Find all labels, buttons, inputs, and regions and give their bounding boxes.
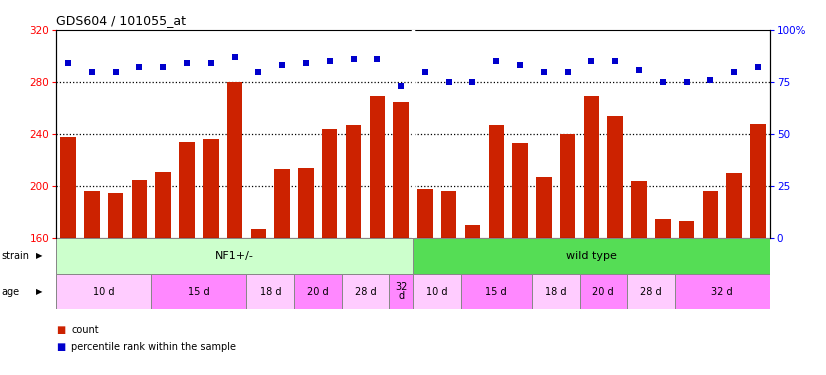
Point [85, 69, 98, 75]
Point [633, 66, 646, 72]
Point [133, 64, 146, 70]
Bar [322, 129, 338, 238]
Point [347, 56, 360, 62]
Point [585, 58, 598, 64]
Text: 10 d: 10 d [93, 286, 115, 297]
Text: 10 d: 10 d [426, 286, 448, 297]
Bar [246, 274, 294, 309]
Bar [274, 169, 290, 238]
Point [752, 64, 765, 70]
Point [323, 58, 336, 64]
Point [371, 56, 384, 62]
Bar [679, 221, 695, 238]
Bar [294, 274, 342, 309]
Point [418, 69, 431, 75]
Bar [560, 134, 576, 238]
Text: 18 d: 18 d [545, 286, 567, 297]
Bar [227, 82, 242, 238]
Point [109, 69, 122, 75]
Point [204, 60, 217, 66]
Text: 28 d: 28 d [640, 286, 662, 297]
Text: 32
d: 32 d [395, 282, 407, 301]
Point [228, 54, 241, 60]
Bar [151, 274, 246, 309]
Bar [655, 219, 671, 238]
Bar [389, 274, 413, 309]
Text: wild type: wild type [566, 251, 617, 261]
Point [704, 77, 717, 83]
Point [466, 79, 479, 85]
Bar [627, 274, 675, 309]
Text: count: count [71, 325, 98, 335]
Bar [465, 225, 480, 238]
Bar [56, 274, 151, 309]
Point [514, 62, 527, 68]
Point [61, 60, 74, 66]
Bar [703, 191, 718, 238]
Text: 15 d: 15 d [486, 286, 507, 297]
Point [656, 79, 669, 85]
Bar [155, 172, 171, 238]
Point [728, 69, 741, 75]
Point [680, 79, 693, 85]
Point [299, 60, 312, 66]
Bar [488, 125, 504, 238]
Point [395, 83, 408, 89]
Point [561, 69, 574, 75]
Bar [369, 96, 385, 238]
Bar [131, 180, 147, 238]
Point [157, 64, 170, 70]
Text: 28 d: 28 d [354, 286, 376, 297]
Point [609, 58, 622, 64]
Point [252, 69, 265, 75]
Text: ■: ■ [56, 342, 65, 352]
Bar [84, 191, 100, 238]
Text: ■: ■ [56, 325, 65, 335]
Bar [342, 274, 389, 309]
Text: 15 d: 15 d [188, 286, 210, 297]
Point [276, 62, 289, 68]
Bar [675, 274, 770, 309]
Text: age: age [2, 286, 20, 297]
Text: 20 d: 20 d [592, 286, 614, 297]
Bar [584, 96, 599, 238]
Bar [461, 274, 532, 309]
Text: 20 d: 20 d [307, 286, 329, 297]
Bar [512, 143, 528, 238]
Point [180, 60, 193, 66]
Point [490, 58, 503, 64]
Bar [750, 124, 766, 238]
Bar [56, 238, 413, 274]
Bar [536, 177, 552, 238]
Bar [346, 125, 361, 238]
Bar [250, 229, 266, 238]
Bar [441, 191, 457, 238]
Bar [393, 102, 409, 238]
Text: 18 d: 18 d [259, 286, 281, 297]
Bar [203, 139, 219, 238]
Bar [108, 193, 123, 238]
Text: ▶: ▶ [36, 287, 43, 296]
Bar [607, 116, 623, 238]
Text: NF1+/-: NF1+/- [215, 251, 254, 261]
Bar [413, 274, 461, 309]
Bar [631, 181, 647, 238]
Bar [179, 142, 195, 238]
Text: ▶: ▶ [36, 251, 43, 260]
Bar [580, 274, 627, 309]
Bar [413, 238, 770, 274]
Bar [60, 136, 76, 238]
Text: percentile rank within the sample: percentile rank within the sample [71, 342, 236, 352]
Bar [417, 189, 433, 238]
Point [537, 69, 550, 75]
Bar [298, 168, 314, 238]
Bar [532, 274, 580, 309]
Bar [726, 173, 742, 238]
Text: strain: strain [2, 251, 30, 261]
Text: GDS604 / 101055_at: GDS604 / 101055_at [56, 15, 186, 27]
Text: 32 d: 32 d [711, 286, 733, 297]
Point [442, 79, 455, 85]
